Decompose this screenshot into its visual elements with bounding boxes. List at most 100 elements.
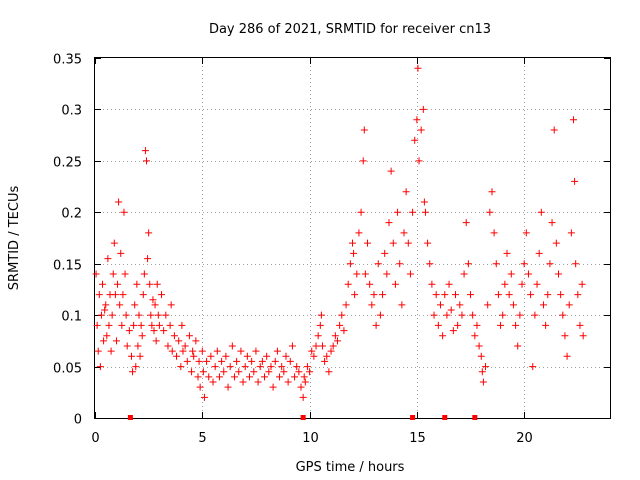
data-point xyxy=(179,347,187,355)
y-tick-label: 0.2 xyxy=(61,207,82,222)
data-point xyxy=(456,301,464,309)
zero-marker xyxy=(410,415,416,420)
data-point xyxy=(542,321,550,329)
data-point xyxy=(471,332,479,340)
data-point xyxy=(434,321,442,329)
data-point xyxy=(360,126,368,134)
data-point xyxy=(134,342,142,350)
x-tick-label: 15 xyxy=(409,431,426,446)
data-point xyxy=(299,393,307,401)
data-point xyxy=(143,157,150,165)
y-tick-label: 0.35 xyxy=(53,53,82,68)
data-point xyxy=(250,368,258,376)
data-point xyxy=(203,357,211,365)
data-point xyxy=(189,347,197,355)
data-point xyxy=(114,280,122,288)
data-point xyxy=(385,219,393,227)
data-point xyxy=(92,270,100,278)
data-point xyxy=(331,332,339,340)
zero-marker xyxy=(472,415,478,420)
data-point xyxy=(501,280,509,288)
data-point xyxy=(376,311,384,319)
y-tick-labels: 0 0.05 0.1 0.15 0.2 0.25 0.3 0.35 xyxy=(53,53,82,428)
data-point xyxy=(336,321,344,329)
data-point xyxy=(323,352,331,360)
data-point xyxy=(372,321,380,329)
x-tick-label: 10 xyxy=(302,431,319,446)
data-point xyxy=(224,383,232,391)
data-point xyxy=(497,321,505,329)
data-point xyxy=(136,352,144,360)
data-point xyxy=(406,270,414,278)
data-point xyxy=(539,301,547,309)
data-point xyxy=(177,363,185,371)
data-point xyxy=(413,116,421,124)
data-point xyxy=(349,239,356,247)
data-point xyxy=(409,208,417,216)
data-point xyxy=(119,291,127,299)
data-point xyxy=(441,291,449,299)
data-point xyxy=(99,280,107,288)
data-point xyxy=(555,270,562,278)
data-point xyxy=(567,229,575,237)
x-tick-label: 0 xyxy=(91,431,99,446)
plot-frame xyxy=(94,57,611,419)
data-point xyxy=(533,280,541,288)
data-point xyxy=(252,347,260,355)
data-point xyxy=(205,373,213,381)
data-point xyxy=(213,347,221,355)
data-point xyxy=(329,342,337,350)
data-point xyxy=(284,378,292,386)
grid-lines xyxy=(95,58,610,418)
data-point xyxy=(115,198,123,206)
data-point xyxy=(303,363,311,371)
data-point xyxy=(306,368,314,376)
data-point xyxy=(574,291,582,299)
data-point xyxy=(333,337,341,345)
data-point xyxy=(537,208,545,216)
data-point xyxy=(118,321,126,329)
data-point xyxy=(160,327,168,335)
data-point xyxy=(101,306,109,314)
data-point xyxy=(355,229,363,237)
data-point xyxy=(361,270,369,278)
data-point xyxy=(207,352,215,360)
data-point xyxy=(132,363,140,371)
data-point xyxy=(473,321,481,329)
data-point xyxy=(411,136,419,144)
data-point xyxy=(520,260,528,268)
data-point xyxy=(109,270,117,278)
data-point xyxy=(168,347,176,355)
data-point xyxy=(148,321,156,329)
data-point xyxy=(364,239,372,247)
data-point xyxy=(317,311,325,319)
data-point xyxy=(308,347,316,355)
data-point xyxy=(95,291,103,299)
data-point xyxy=(111,291,119,299)
data-point xyxy=(190,352,198,360)
data-point xyxy=(342,301,350,309)
data-point xyxy=(374,260,382,268)
data-point xyxy=(265,368,273,376)
data-point xyxy=(518,280,526,288)
data-point xyxy=(447,306,455,314)
data-point xyxy=(414,64,422,72)
data-point xyxy=(454,321,462,329)
data-point xyxy=(241,363,249,371)
data-point xyxy=(149,296,157,304)
data-point xyxy=(122,311,130,319)
data-point xyxy=(286,357,294,365)
data-point xyxy=(494,291,502,299)
data-point xyxy=(346,260,354,268)
data-point xyxy=(546,260,554,268)
data-point xyxy=(443,311,451,319)
data-point xyxy=(147,311,155,319)
data-point xyxy=(276,373,284,381)
data-point xyxy=(105,321,113,329)
data-point xyxy=(183,357,191,365)
data-point xyxy=(301,378,309,386)
data-point xyxy=(316,321,324,329)
data-point xyxy=(527,291,535,299)
data-point xyxy=(570,116,578,124)
y-tick-label: 0 xyxy=(74,413,82,428)
